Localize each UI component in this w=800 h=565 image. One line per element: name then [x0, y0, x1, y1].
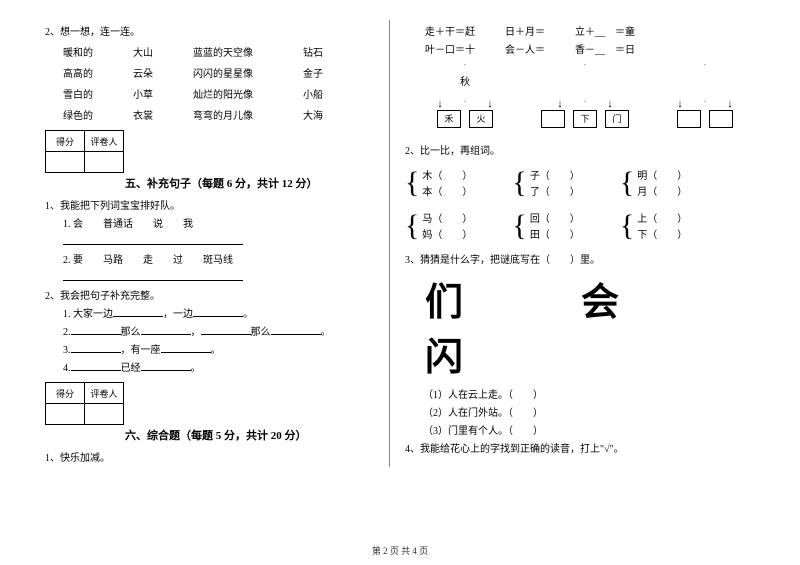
char-decompose-diagram: 秋↓↓禾火 ↓↓下门 ↓↓ — [405, 64, 755, 134]
riddle-line: （2）人在门外站。（ ） — [405, 404, 755, 419]
answer-line[interactable] — [63, 233, 243, 245]
compare-row: {马（ ）妈（ ） {回（ ）田（ ） {上（ ）下（ ） — [405, 208, 755, 243]
answer-line[interactable] — [63, 269, 243, 281]
score-table: 得分评卷人 — [45, 130, 124, 173]
equation-row: 叶－口＝十会－人＝香－__ ＝日 — [405, 41, 755, 56]
score-table: 得分评卷人 — [45, 382, 124, 425]
q4r-title: 4、我能给花心上的字找到正确的读音，打上"√"。 — [405, 440, 755, 455]
q3r-title: 3、猜猜是什么字，把谜底写在（ ）里。 — [405, 251, 755, 266]
answer-blank[interactable] — [71, 359, 121, 371]
q5-1-1: 1. 会 普通话 说 我 — [45, 215, 374, 230]
riddle-line: （1）人在云上走。（ ） — [405, 386, 755, 401]
answer-blank[interactable] — [161, 341, 211, 353]
riddle-chars: 们 会 闪 — [405, 271, 755, 381]
riddle-line: （3）门里有个人。（ ） — [405, 422, 755, 437]
answer-blank[interactable] — [113, 305, 163, 317]
compare-row: {木（ ）本（ ） {子（ ）了（ ） {明（ ）月（ ） — [405, 165, 755, 200]
q5-2-3: 3.，有一座。 — [45, 341, 374, 356]
q5-2-4: 4.已经。 — [45, 359, 374, 374]
match-row: 绿色的衣裳弯弯的月儿像大海 — [63, 107, 374, 122]
answer-blank[interactable] — [201, 323, 251, 335]
equation-row: 走＋干＝赶日＋月＝立＋__ ＝童 — [405, 23, 755, 38]
q5-1: 1、我能把下列词宝宝排好队。 — [45, 197, 374, 212]
q5-2: 2、我会把句子补充完整。 — [45, 287, 374, 302]
match-row: 雪白的小草灿烂的阳光像小船 — [63, 86, 374, 101]
q5-2-2: 2.那么，那么。 — [45, 323, 374, 338]
answer-blank[interactable] — [271, 323, 321, 335]
page-footer: 第 2 页 共 4 页 — [0, 544, 800, 557]
q6-1: 1、快乐加减。 — [45, 449, 374, 464]
answer-blank[interactable] — [71, 341, 121, 353]
q2r-title: 2、比一比，再组词。 — [405, 142, 755, 157]
match-row: 高高的云朵闪闪的星星像金子 — [63, 65, 374, 80]
answer-blank[interactable] — [141, 359, 191, 371]
q2-title: 2、想一想，连一连。 — [45, 23, 374, 38]
q5-2-1: 1. 大家一边，一边。 — [45, 305, 374, 320]
section-6-title: 六、综合题（每题 5 分，共计 20 分） — [125, 427, 374, 443]
answer-blank[interactable] — [141, 323, 191, 335]
answer-blank[interactable] — [71, 323, 121, 335]
section-5-title: 五、补充句子（每题 6 分，共计 12 分） — [125, 175, 374, 191]
q5-1-2: 2. 要 马路 走 过 斑马线 — [45, 251, 374, 266]
answer-blank[interactable] — [193, 305, 243, 317]
match-row: 暖和的大山蓝蓝的天空像钻石 — [63, 44, 374, 59]
